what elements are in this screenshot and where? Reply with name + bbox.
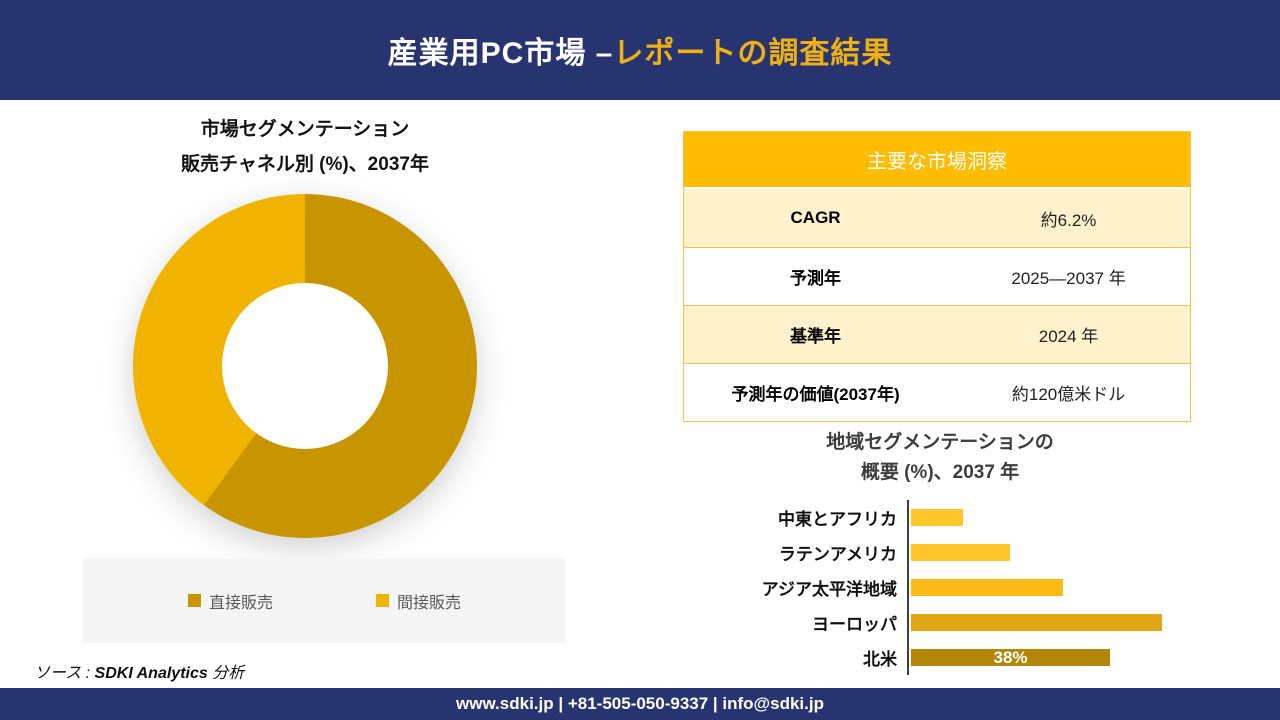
- insights-table-header: 主要な市場洞察: [684, 132, 1190, 189]
- bar-north-america: 38%: [911, 647, 1110, 667]
- bar-asia-pacific: [911, 579, 1063, 596]
- bar-chart-title-block: 地域セグメンテーションの 概要 (%)、2037 年: [700, 428, 1180, 488]
- bar-category-label: ヨーロッパ: [812, 615, 897, 634]
- row-value: 約120億米ドル: [1011, 385, 1126, 404]
- bar-row-north-america: 北米 38%: [690, 640, 1190, 675]
- page-title: 産業用PC市場 –レポートの調査結果: [388, 28, 893, 72]
- row-label: CAGR: [790, 208, 841, 227]
- row-label: 予測年の価値(2037年): [731, 385, 900, 404]
- source-name: SDKI Analytics: [94, 665, 208, 682]
- row-label: 基準年: [790, 327, 842, 346]
- table-row-forecast-value: 予測年の価値(2037年) 約120億米ドル: [684, 363, 1190, 421]
- row-value: 2025—2037 年: [1011, 269, 1126, 288]
- source-note: ソース : SDKI Analytics 分析: [34, 659, 244, 683]
- bar-row-latin-america: ラテンアメリカ: [690, 535, 1190, 570]
- bar-data-label: 38%: [993, 647, 1028, 667]
- donut-chart-subtitle: 販売チャネル別 (%)、2037年: [181, 154, 429, 175]
- bar-category-label: ラテンアメリカ: [778, 545, 897, 564]
- bar-category-label: 中東とアフリカ: [778, 510, 897, 529]
- source-suffix: 分析: [207, 665, 245, 682]
- footer-contact: www.sdki.jp | +81-505-050-9337 | info@sd…: [456, 694, 824, 713]
- bar-chart-title: 地域セグメンテーションの: [826, 432, 1054, 453]
- row-label: 予測年: [790, 269, 842, 288]
- bar-europe: [911, 614, 1162, 631]
- table-row-forecast-years: 予測年 2025—2037 年: [684, 247, 1190, 305]
- bar-chart: 中東とアフリカ ラテンアメリカ アジア太平洋地域 ヨーロッパ 北米 38%: [690, 500, 1190, 675]
- page-title-accent: レポートの調査結果: [613, 37, 893, 70]
- bar-category-label: アジア太平洋地域: [761, 580, 897, 599]
- legend-item-direct-sales: 直接販売: [188, 589, 273, 613]
- source-prefix: ソース :: [34, 665, 95, 682]
- bar-chart-axis-line: [907, 500, 909, 675]
- donut-legend: 直接販売 間接販売: [83, 558, 565, 643]
- bar-middle-east-africa: [911, 509, 963, 526]
- header-bar: 産業用PC市場 –レポートの調査結果: [0, 0, 1280, 100]
- legend-swatch-indirect-sales: [376, 594, 390, 607]
- donut-chart-title: 市場セグメンテーション: [200, 119, 410, 140]
- footer-bar: www.sdki.jp | +81-505-050-9337 | info@sd…: [0, 688, 1280, 720]
- insights-table: 主要な市場洞察 CAGR 約6.2% 予測年 2025—2037 年 基準年 2…: [683, 131, 1191, 422]
- row-value: 約6.2%: [1040, 210, 1097, 230]
- bar-category-label: 北米: [863, 650, 897, 669]
- row-value: 2024 年: [1038, 327, 1099, 346]
- bar-latin-america: [911, 544, 1010, 561]
- donut-chart-title-block: 市場セグメンテーション 販売チャネル別 (%)、2037年: [85, 112, 525, 182]
- legend-item-indirect-sales: 間接販売: [376, 589, 461, 613]
- legend-swatch-direct-sales: [188, 594, 201, 607]
- legend-label-indirect-sales: 間接販売: [397, 594, 462, 612]
- legend-label-direct-sales: 直接販売: [209, 594, 274, 612]
- bar-chart-subtitle: 概要 (%)、2037 年: [860, 462, 1020, 483]
- bar-row-europe: ヨーロッパ: [690, 605, 1190, 640]
- table-row-base-year: 基準年 2024 年: [684, 305, 1190, 363]
- bar-row-middle-east-africa: 中東とアフリカ: [690, 500, 1190, 535]
- table-row-cagr: CAGR 約6.2%: [684, 189, 1190, 247]
- donut-chart: [133, 194, 477, 538]
- bar-row-asia-pacific: アジア太平洋地域: [690, 570, 1190, 605]
- donut-hole: [222, 283, 388, 449]
- page-title-main: 産業用PC市場 –: [387, 37, 614, 70]
